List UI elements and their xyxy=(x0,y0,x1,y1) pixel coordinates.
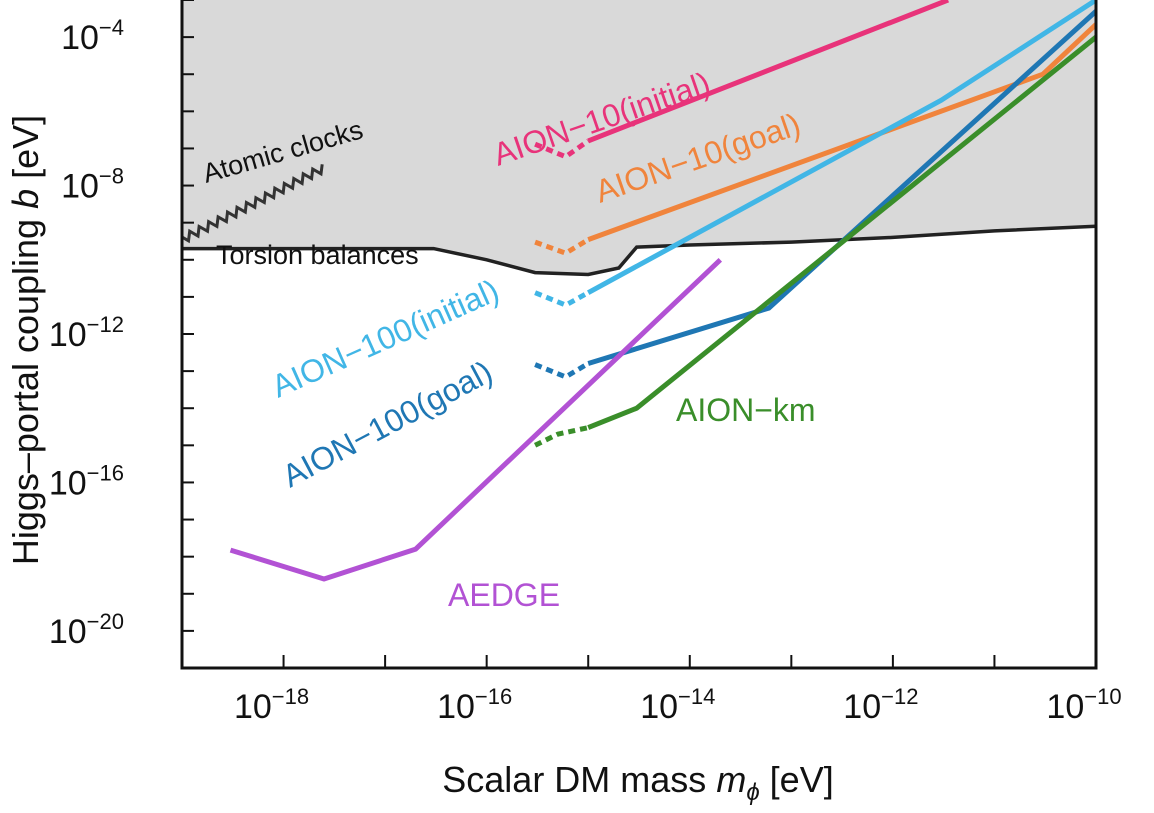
x-tick-label: 10−12 xyxy=(843,684,918,726)
label-aion-km: AION−km xyxy=(676,392,816,428)
plot-frame xyxy=(180,0,1098,670)
y-tick-label: 10−4 xyxy=(61,15,124,57)
torsion-balances-boundary xyxy=(182,224,1096,277)
axes xyxy=(180,0,1098,670)
y-tick-label: 10−20 xyxy=(49,609,124,651)
y-tick-label: 10−12 xyxy=(49,312,124,354)
series-aion-10-initial-line xyxy=(587,0,950,144)
y-tick-label: 10−8 xyxy=(61,164,124,206)
y-tick-label: 10−16 xyxy=(49,460,124,502)
atomic-clocks-curve xyxy=(182,164,324,244)
x-axis-title: Scalar DM mass mϕ [eV] xyxy=(442,759,833,806)
plot-area xyxy=(182,0,1096,582)
series-aion-100-initial-line xyxy=(587,0,1096,295)
label-torsion-balances: Torsion balances xyxy=(216,240,419,270)
series-aion-100-initial-dashed xyxy=(534,290,590,308)
x-tick-label: 10−16 xyxy=(437,684,512,726)
tick-labels: 10−18 10−16 10−14 10−12 10−10 10−4 10−8 10−12 10… xyxy=(49,15,1122,726)
label-aedge: AEDGE xyxy=(448,577,560,613)
series-aion-10-initial-dashed xyxy=(534,138,590,160)
series-aion-km-line xyxy=(587,35,1096,430)
series-aedge-line xyxy=(229,257,723,582)
series-aion-10-goal-line xyxy=(587,22,1096,242)
x-tick-label: 10−18 xyxy=(234,684,309,726)
series-aion-100-goal-line xyxy=(587,9,1096,366)
series-aion-10-goal-dashed xyxy=(534,237,590,256)
excluded-region-fill xyxy=(182,0,1096,275)
series-aion-100-goal-dashed xyxy=(534,361,590,380)
x-tick-label: 10−10 xyxy=(1046,684,1121,726)
series-aion-km-dashed xyxy=(533,425,589,448)
y-axis-title: Higgs–portal coupling b [eV] xyxy=(5,115,46,565)
x-tick-label: 10−14 xyxy=(640,684,715,726)
